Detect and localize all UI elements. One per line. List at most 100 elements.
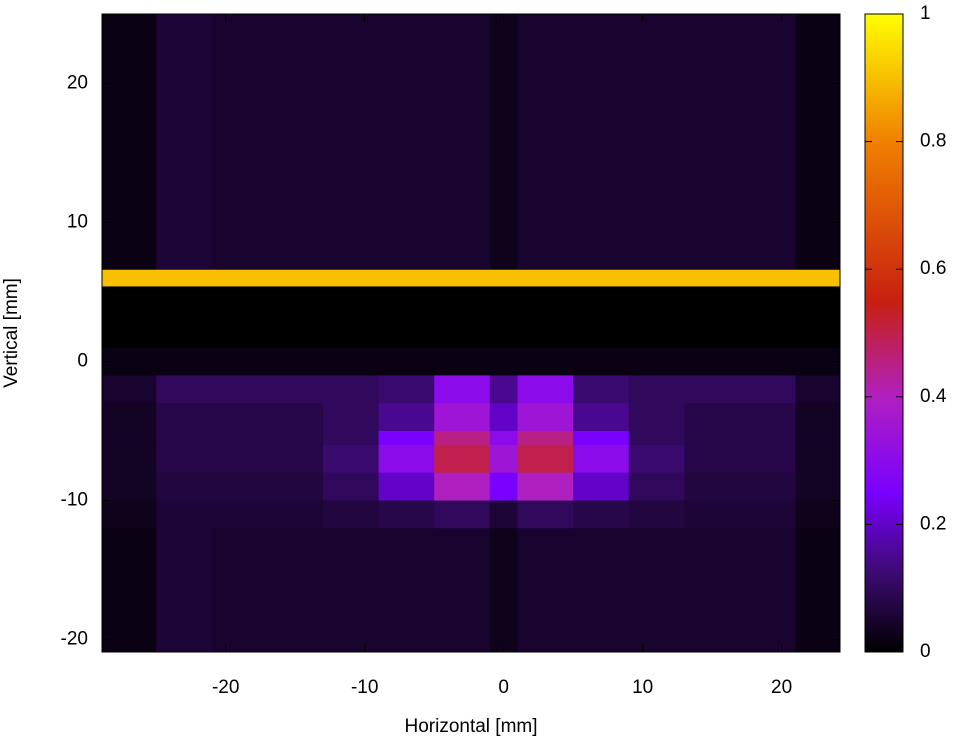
heatmap-cell <box>739 347 797 376</box>
heatmap-cell <box>489 444 519 474</box>
heatmap-cell <box>267 500 324 529</box>
heatmap-cell <box>267 180 324 237</box>
colorbar-tick-label: 0.8 <box>920 131 946 152</box>
heatmap-cell <box>573 14 630 71</box>
heatmap-cell <box>267 14 324 71</box>
heatmap-cell <box>795 500 841 529</box>
heatmap-cell <box>684 583 741 653</box>
heatmap-cell <box>102 375 157 404</box>
heatmap-cell <box>156 375 213 404</box>
x-tick-label: 10 <box>632 677 653 698</box>
heatmap-cell <box>322 500 380 529</box>
heatmap-cell <box>267 472 324 501</box>
heatmap-cell <box>684 500 741 529</box>
heatmap-cell <box>517 430 574 446</box>
heatmap-cell <box>378 375 435 404</box>
heatmap-cell <box>434 69 491 126</box>
heatmap-cell <box>102 125 157 182</box>
heatmap-cell <box>684 180 741 237</box>
heatmap-cell <box>628 444 685 474</box>
heatmap-cell <box>156 180 213 237</box>
heatmap-cell <box>211 403 268 432</box>
heatmap-cell <box>378 444 435 474</box>
heatmap-cell <box>322 375 380 404</box>
heatmap-cell <box>267 583 324 653</box>
heatmap-cell <box>102 430 157 446</box>
heatmap-cell <box>322 236 380 271</box>
heatmap-cell <box>795 472 841 501</box>
heatmap-cell <box>156 347 213 376</box>
heatmap-cell <box>434 528 491 585</box>
heatmap-cell <box>211 430 268 446</box>
heatmap-cell <box>739 375 797 404</box>
heatmap-cell <box>156 444 213 474</box>
heatmap-cell <box>739 403 797 432</box>
heatmap-cell <box>211 180 268 237</box>
heatmap-cell <box>211 472 268 501</box>
heatmap-cell <box>795 14 841 71</box>
heatmap-cell <box>434 180 491 237</box>
heatmap-cell <box>211 500 268 529</box>
heatmap-cell <box>628 236 685 271</box>
heatmap-cell <box>573 69 630 126</box>
heatmap-cell <box>739 528 797 585</box>
heatmap-cell <box>739 236 797 271</box>
heatmap-cell <box>795 403 841 432</box>
heatmap-cell <box>489 286 519 349</box>
heatmap-cell <box>517 125 574 182</box>
heatmap-cell <box>489 69 519 126</box>
heatmap-cell <box>489 430 519 446</box>
heatmap-cell <box>434 444 491 474</box>
heatmap-cell <box>739 14 797 71</box>
heatmap-cell <box>267 125 324 182</box>
heatmap-cell <box>156 69 213 126</box>
heatmap-cell <box>628 180 685 237</box>
heatmap-cell <box>573 403 630 432</box>
heatmap-cell <box>573 444 630 474</box>
heatmap-cell <box>378 472 435 501</box>
heatmap-cell <box>684 528 741 585</box>
heatmap-cell <box>517 69 574 126</box>
heatmap-cell <box>684 472 741 501</box>
heatmap-cell <box>684 403 741 432</box>
y-tick-label: 0 <box>77 351 88 372</box>
heatmap-cell <box>739 583 797 653</box>
heatmap-cell <box>156 236 213 271</box>
heatmap-cell <box>156 403 213 432</box>
heatmap-cell <box>489 375 519 404</box>
heatmap-cell <box>489 583 519 653</box>
heatmap-cell <box>102 528 157 585</box>
heatmap-cell <box>517 180 574 237</box>
heatmap-cell <box>517 375 574 404</box>
heatmap-cell <box>573 180 630 237</box>
heatmap-cell <box>489 528 519 585</box>
heatmap-cell <box>573 236 630 271</box>
heatmap-cell <box>489 14 519 71</box>
heatmap-cell <box>322 125 380 182</box>
heatmap-cell <box>573 472 630 501</box>
heatmap-cell <box>267 444 324 474</box>
heatmap-cell <box>684 347 741 376</box>
colorbar-tick-label: 1 <box>920 3 931 24</box>
heatmap-cell <box>434 269 491 287</box>
heatmap-cell <box>628 375 685 404</box>
colorbar-tick-label: 0.2 <box>920 513 946 534</box>
heatmap-cell <box>795 430 841 446</box>
heatmap-cell <box>156 472 213 501</box>
heatmap-cell <box>434 472 491 501</box>
plot-frame <box>101 13 841 653</box>
heatmap-cell <box>684 14 741 71</box>
heatmap-cell <box>102 403 157 432</box>
heatmap-cell <box>378 528 435 585</box>
heatmap-cell <box>739 472 797 501</box>
heatmap-cell <box>684 269 741 287</box>
heatmap-cell <box>517 583 574 653</box>
y-tick-label: -20 <box>61 629 88 650</box>
heatmap-cell <box>517 472 574 501</box>
heatmap-cell <box>628 528 685 585</box>
heatmap-cell <box>517 500 574 529</box>
heatmap <box>102 14 841 653</box>
heatmap-cell <box>102 444 157 474</box>
heatmap-cell <box>434 125 491 182</box>
heatmap-cell <box>573 269 630 287</box>
